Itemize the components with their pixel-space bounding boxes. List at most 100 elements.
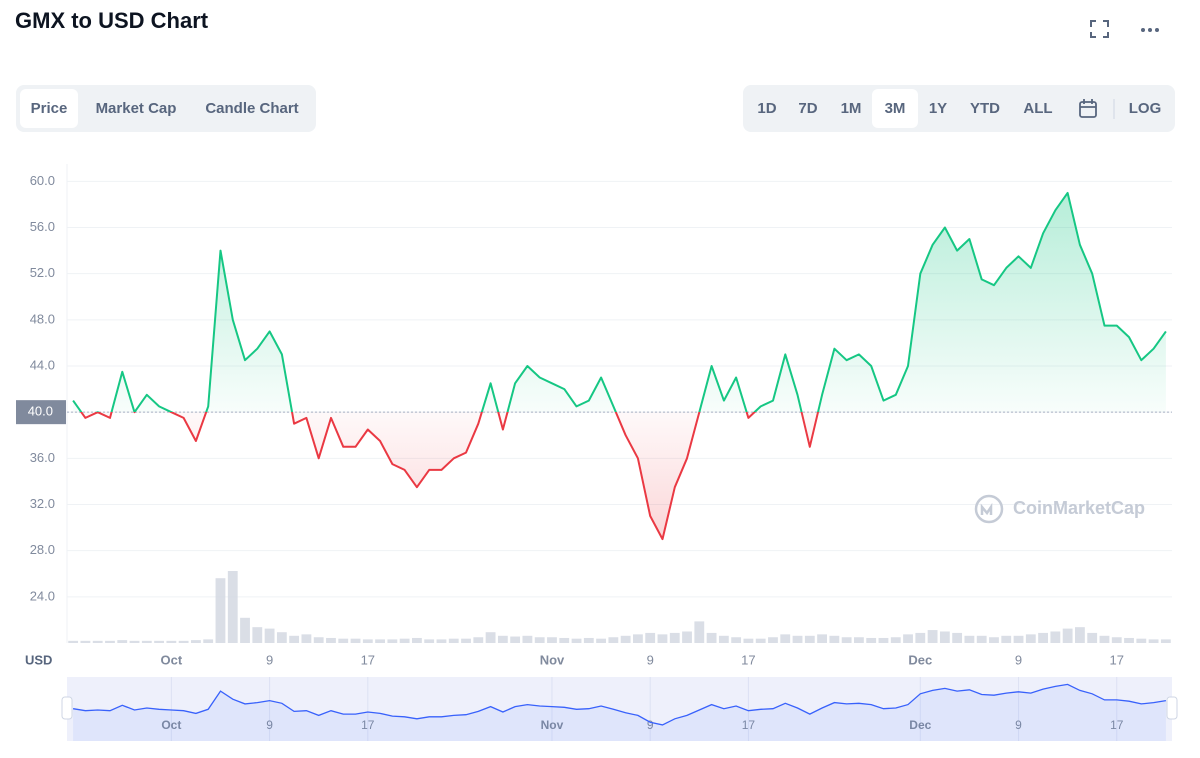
volume-bar (768, 637, 778, 643)
range-selected (872, 89, 918, 128)
volume-bar (240, 617, 250, 643)
volume-bar (547, 637, 557, 643)
volume-bar (939, 631, 950, 643)
x-tick-label: 9 (1015, 652, 1022, 667)
volume-bar (596, 638, 606, 643)
navigator-handle-right[interactable] (1166, 696, 1178, 720)
range-button[interactable]: 7D (798, 100, 817, 117)
tab[interactable]: Price (31, 100, 68, 117)
navigator-tick-label: 9 (1015, 718, 1022, 732)
y-tick-label: 28.0 (30, 542, 55, 557)
volume-bar (1013, 635, 1024, 643)
y-tick-label: 32.0 (30, 496, 55, 511)
volume-bar (780, 634, 791, 643)
fullscreen-icon[interactable] (1090, 20, 1109, 38)
tab[interactable]: Candle Chart (205, 100, 298, 117)
volume-bar (841, 637, 852, 643)
baseline-label-bg (16, 400, 66, 425)
volume-bar (608, 637, 619, 643)
volume-bar (952, 632, 963, 643)
volume-bar (890, 637, 901, 643)
title: GMX to USD Chart (15, 8, 209, 33)
navigator-tick-label: Dec (909, 718, 931, 732)
volume-bar (866, 637, 877, 643)
y-tick-label: 60.0 (30, 173, 55, 188)
volume-bar (694, 621, 705, 643)
volume-bar (964, 635, 975, 643)
volume-bar (1124, 637, 1134, 643)
y-tick-label: 56.0 (30, 219, 55, 234)
volume-bar (620, 635, 631, 643)
volume-bar (92, 640, 103, 643)
volume-bar (1111, 637, 1122, 643)
navigator-line (72, 683, 1167, 726)
volume-bar (804, 635, 815, 643)
volume-bar (338, 638, 349, 643)
volume-bar (706, 632, 717, 643)
navigator-tick-label: 9 (266, 718, 273, 732)
volume-bar (80, 640, 91, 643)
volume-bar (743, 638, 754, 643)
volume-bar (927, 630, 938, 643)
volume-bar (534, 637, 545, 643)
calendar-icon[interactable] (1079, 99, 1097, 118)
y-axis-label: USD (25, 652, 52, 667)
volume-bar (903, 634, 913, 643)
y-tick-label: 44.0 (30, 357, 55, 372)
volume-bar (424, 639, 435, 643)
range-button[interactable]: 1M (841, 100, 862, 117)
x-tick-label: Oct (161, 652, 183, 667)
range-button[interactable]: YTD (970, 100, 1000, 117)
volume-bar (915, 632, 926, 643)
more-icon[interactable] (1141, 28, 1159, 32)
volume-bar (1025, 634, 1036, 643)
volume-bar (105, 640, 115, 643)
y-tick-label: 52.0 (30, 265, 55, 280)
volume-bar (326, 637, 336, 643)
price-area (73, 192, 1166, 540)
y-tick-label: 24.0 (30, 588, 55, 603)
volume-bar (117, 640, 128, 643)
x-tick-label: 9 (266, 652, 273, 667)
volume-bar (399, 638, 410, 643)
volume-bar (461, 638, 471, 643)
watermark-logo (974, 494, 1004, 524)
volume-bar (178, 640, 189, 643)
range-button[interactable]: ALL (1023, 100, 1052, 117)
volume-bar (645, 632, 656, 643)
watermark: CoinMarketCap (1013, 498, 1145, 518)
volume-bar (166, 640, 177, 643)
volume-bar (1099, 635, 1110, 643)
range-button[interactable]: 3M (885, 100, 906, 117)
x-tick-label: 17 (361, 652, 375, 667)
range-button[interactable]: 1Y (929, 100, 947, 117)
navigator-handle-left[interactable] (61, 696, 73, 720)
tab[interactable]: Market Cap (96, 100, 177, 117)
navigator-tick-label: 17 (361, 718, 375, 732)
x-tick-label: Nov (540, 652, 565, 667)
volume-bar (473, 637, 484, 643)
y-tick-label: 36.0 (30, 450, 55, 465)
volume-bar (412, 637, 422, 643)
navigator-tick-label: Nov (541, 718, 564, 732)
navigator-bg (67, 677, 1172, 741)
volume-bar (141, 640, 152, 643)
volume-bar (350, 638, 361, 643)
volume-bar (203, 639, 214, 643)
volume-bar (264, 628, 275, 643)
navigator-area (73, 684, 1166, 741)
volume-bar (448, 638, 459, 643)
tab-group (16, 85, 316, 132)
volume-bar (559, 637, 570, 643)
range-button[interactable]: 1D (757, 100, 776, 117)
volume-bar (252, 627, 263, 643)
navigator-tick-label: 9 (647, 718, 654, 732)
volume-bar (289, 635, 300, 643)
volume-bar (276, 632, 287, 643)
volume-bar (436, 639, 447, 643)
log-button[interactable]: LOG (1129, 100, 1162, 117)
volume-bar (829, 635, 840, 643)
volume-bar (1148, 639, 1159, 643)
navigator-tick-label: 17 (742, 718, 756, 732)
